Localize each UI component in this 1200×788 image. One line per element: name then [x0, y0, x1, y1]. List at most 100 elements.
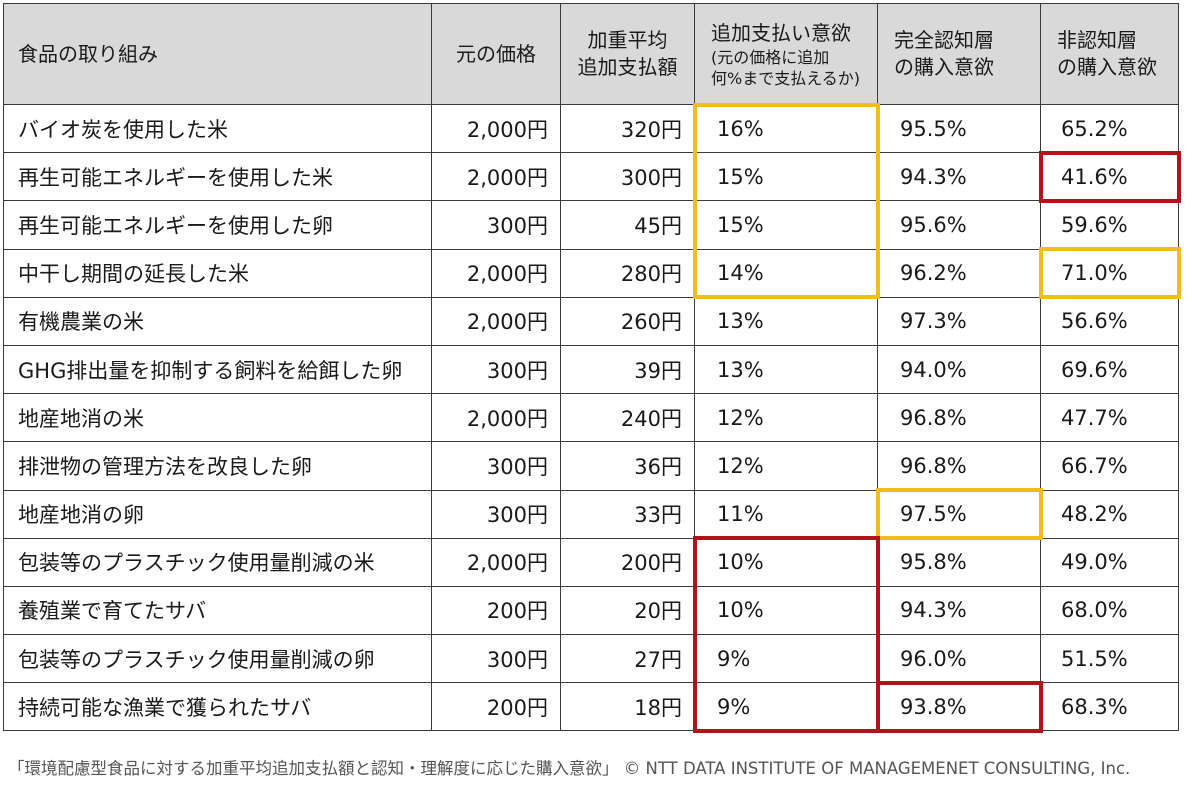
cell-unaware-pct: 59.6% [1040, 200, 1179, 250]
cell-extra-payment: 33円 [560, 489, 695, 539]
cell-unaware-pct: 68.3% [1040, 682, 1179, 732]
cell-willingness-pct: 12% [694, 393, 878, 443]
cell-original-price: 2,000円 [431, 152, 561, 202]
cell-aware-pct: 94.3% [877, 585, 1041, 636]
table-row: GHG排出量を抑制する飼料を給餌した卵 300円 39円 13% 94.0% 69.6% [3, 344, 1179, 395]
cell-unaware-pct: 69.6% [1040, 344, 1179, 395]
cell-unaware-pct: 65.2% [1040, 103, 1179, 154]
header-line: 非認知層 [1057, 28, 1137, 52]
cell-item: 包装等のプラスチック使用量削減の卵 [3, 634, 432, 684]
cell-item: 持続可能な漁業で獲られたサバ [3, 682, 432, 732]
cell-unaware-pct: 68.0% [1040, 585, 1179, 636]
cell-original-price: 2,000円 [431, 296, 561, 346]
cell-willingness-pct: 9% [694, 682, 878, 732]
header-line: 追加支払額 [577, 55, 678, 79]
table-row: 養殖業で育てたサバ 200円 20円 10% 94.3% 68.0% [3, 585, 1179, 636]
purchase-intent-table: 食品の取り組み 元の価格 加重平均 追加支払額 追加支払い意欲 (元の価格に追加 何%… [3, 3, 1179, 732]
table-row: 再生可能エネルギーを使用した米 2,000円 300円 15% 94.3% 41.6% [3, 152, 1179, 202]
cell-original-price: 2,000円 [431, 248, 561, 298]
header-item: 食品の取り組み [3, 3, 432, 105]
header-willingness-to-pay: 追加支払い意欲 (元の価格に追加 何%まで支払えるか) [694, 3, 878, 105]
cell-item: 再生可能エネルギーを使用した米 [3, 152, 432, 202]
table-row: 中干し期間の延長した米 2,000円 280円 14% 96.2% 71.0% [3, 248, 1179, 298]
cell-willingness-pct: 13% [694, 296, 878, 346]
cell-unaware-pct: 48.2% [1040, 489, 1179, 539]
cell-item: 有機農業の米 [3, 296, 432, 346]
cell-original-price: 2,000円 [431, 103, 561, 154]
cell-aware-pct: 95.5% [877, 103, 1041, 154]
cell-willingness-pct: 11% [694, 489, 878, 539]
cell-original-price: 300円 [431, 441, 561, 491]
cell-original-price: 300円 [431, 634, 561, 684]
cell-aware-pct: 94.3% [877, 152, 1041, 202]
table-body: バイオ炭を使用した米 2,000円 320円 16% 95.5% 65.2% 再生可能エネル… [3, 103, 1179, 732]
cell-willingness-pct: 10% [694, 585, 878, 636]
cell-aware-pct: 96.2% [877, 248, 1041, 298]
cell-original-price: 2,000円 [431, 393, 561, 443]
cell-willingness-pct: 15% [694, 200, 878, 250]
cell-item: GHG排出量を抑制する飼料を給餌した卵 [3, 344, 432, 395]
cell-aware-pct: 97.5% [877, 489, 1041, 539]
cell-willingness-pct: 12% [694, 441, 878, 491]
cell-extra-payment: 20円 [560, 585, 695, 636]
header-line: 加重平均 [587, 28, 668, 52]
cell-aware-pct: 96.8% [877, 441, 1041, 491]
table-row: 地産地消の米 2,000円 240円 12% 96.8% 47.7% [3, 393, 1179, 443]
header-line: 何%まで支払えるか) [711, 68, 860, 88]
table-row: 包装等のプラスチック使用量削減の米 2,000円 200円 10% 95.8% 49.0% [3, 537, 1179, 587]
cell-item: 地産地消の米 [3, 393, 432, 443]
header-line: 追加支払い意欲 [711, 20, 851, 45]
cell-item: 中干し期間の延長した米 [3, 248, 432, 298]
cell-extra-payment: 300円 [560, 152, 695, 202]
cell-extra-payment: 45円 [560, 200, 695, 250]
header-line: の購入意欲 [894, 55, 994, 79]
cell-willingness-pct: 13% [694, 344, 878, 395]
header-line: (元の価格に追加 [711, 47, 830, 67]
cell-aware-pct: 95.8% [877, 537, 1041, 587]
table-row: 排泄物の管理方法を改良した卵 300円 36円 12% 96.8% 66.7% [3, 441, 1179, 491]
cell-unaware-pct: 71.0% [1040, 248, 1179, 298]
cell-item: 養殖業で育てたサバ [3, 585, 432, 636]
cell-original-price: 300円 [431, 200, 561, 250]
table-row: 地産地消の卵 300円 33円 11% 97.5% 48.2% [3, 489, 1179, 539]
table-row: 包装等のプラスチック使用量削減の卵 300円 27円 9% 96.0% 51.5% [3, 634, 1179, 684]
cell-aware-pct: 95.6% [877, 200, 1041, 250]
cell-unaware-pct: 66.7% [1040, 441, 1179, 491]
cell-original-price: 200円 [431, 585, 561, 636]
header-line: の購入意欲 [1057, 55, 1157, 79]
cell-willingness-pct: 14% [694, 248, 878, 298]
table-row: 有機農業の米 2,000円 260円 13% 97.3% 56.6% [3, 296, 1179, 346]
cell-item: 排泄物の管理方法を改良した卵 [3, 441, 432, 491]
header-weighted-avg-extra: 加重平均 追加支払額 [560, 3, 695, 105]
cell-extra-payment: 200円 [560, 537, 695, 587]
table-row: バイオ炭を使用した米 2,000円 320円 16% 95.5% 65.2% [3, 103, 1179, 154]
cell-unaware-pct: 49.0% [1040, 537, 1179, 587]
table-row: 持続可能な漁業で獲られたサバ 200円 18円 9% 93.8% 68.3% [3, 682, 1179, 732]
cell-willingness-pct: 15% [694, 152, 878, 202]
cell-original-price: 200円 [431, 682, 561, 732]
cell-aware-pct: 93.8% [877, 682, 1041, 732]
cell-aware-pct: 94.0% [877, 344, 1041, 395]
cell-extra-payment: 18円 [560, 682, 695, 732]
cell-willingness-pct: 10% [694, 537, 878, 587]
cell-aware-pct: 97.3% [877, 296, 1041, 346]
cell-aware-pct: 96.8% [877, 393, 1041, 443]
cell-extra-payment: 39円 [560, 344, 695, 395]
cell-unaware-pct: 41.6% [1040, 152, 1179, 202]
cell-original-price: 300円 [431, 489, 561, 539]
cell-unaware-pct: 51.5% [1040, 634, 1179, 684]
cell-extra-payment: 36円 [560, 441, 695, 491]
cell-item: 地産地消の卵 [3, 489, 432, 539]
cell-extra-payment: 240円 [560, 393, 695, 443]
cell-extra-payment: 260円 [560, 296, 695, 346]
cell-item: 再生可能エネルギーを使用した卵 [3, 200, 432, 250]
cell-extra-payment: 320円 [560, 103, 695, 154]
cell-willingness-pct: 9% [694, 634, 878, 684]
cell-extra-payment: 280円 [560, 248, 695, 298]
table-row: 再生可能エネルギーを使用した卵 300円 45円 15% 95.6% 59.6% [3, 200, 1179, 250]
cell-item: バイオ炭を使用した米 [3, 103, 432, 154]
cell-extra-payment: 27円 [560, 634, 695, 684]
cell-unaware-pct: 56.6% [1040, 296, 1179, 346]
cell-original-price: 2,000円 [431, 537, 561, 587]
header-aware-purchase-intent: 完全認知層 の購入意欲 [877, 3, 1041, 105]
